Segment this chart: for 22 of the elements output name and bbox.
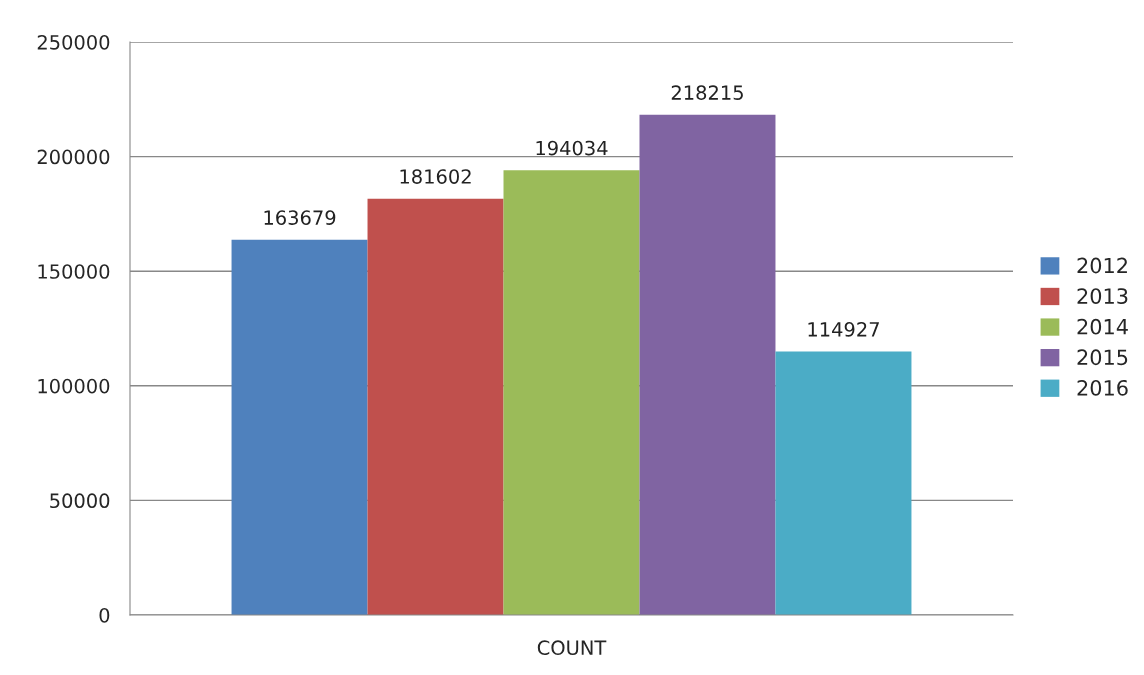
bar (231, 239, 368, 615)
bar (503, 170, 640, 615)
y-tick-label: 50000 (50, 493, 110, 509)
data-label: 218215 (671, 85, 743, 100)
data-label: 181602 (400, 169, 471, 184)
legend-label: 2012 (1077, 257, 1127, 274)
data-label: 194034 (536, 140, 608, 156)
y-tick-label: 250000 (37, 34, 110, 50)
y-tick-label: 150000 (38, 264, 110, 279)
legend-label: 2016 (1077, 379, 1128, 396)
legend-label: 2014 (1077, 318, 1128, 335)
x-tick-label: COUNT (537, 640, 607, 656)
data-label: 114927 (808, 322, 879, 337)
legend-label: 2013 (1077, 288, 1128, 304)
legend-label: 2015 (1077, 349, 1128, 366)
y-tick-label: 200000 (37, 149, 110, 165)
data-label: 163679 (264, 210, 336, 225)
bar (639, 114, 776, 615)
y-tick-label: 100000 (38, 378, 110, 394)
bar (367, 198, 504, 615)
bar (775, 351, 912, 615)
y-tick-label: 0 (99, 607, 110, 623)
